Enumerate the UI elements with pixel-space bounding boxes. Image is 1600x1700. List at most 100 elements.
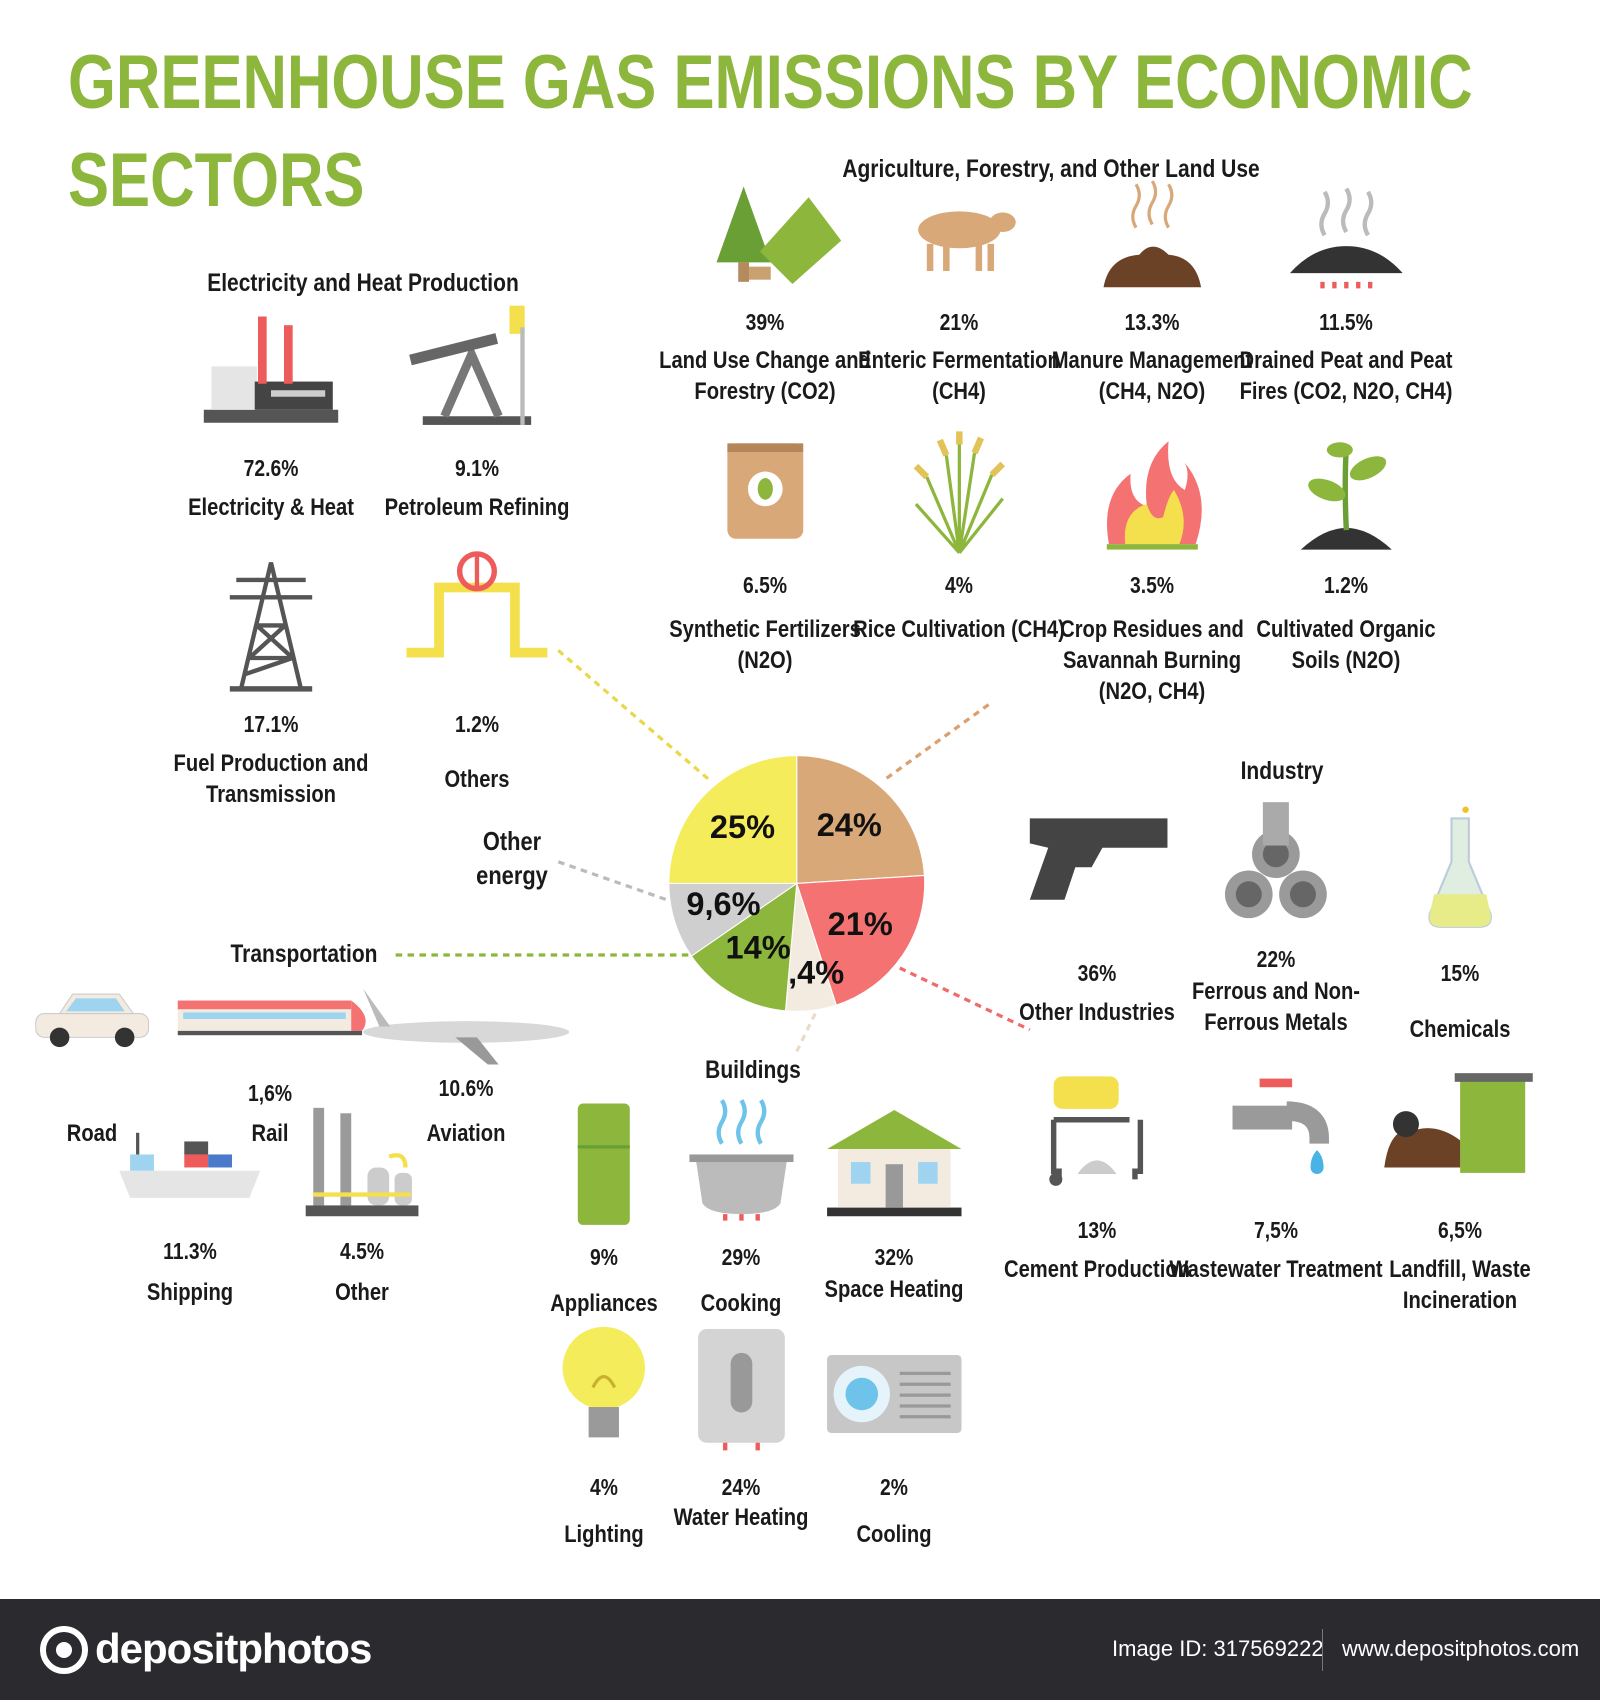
url: www.depositphotos.com — [1342, 1636, 1580, 1661]
icon-part — [759, 197, 842, 285]
icon-part — [1262, 841, 1289, 868]
section-header: Industry — [1240, 756, 1324, 785]
icon-part — [211, 366, 257, 410]
icon-part — [1029, 818, 1168, 900]
icon — [1049, 1076, 1144, 1186]
section-header: Transportation — [230, 939, 378, 968]
pie-slice — [690, 882, 798, 1012]
pie-slice — [796, 755, 925, 885]
icon-part — [66, 998, 125, 1012]
item-label: Cooling — [856, 1520, 932, 1548]
icon-part — [208, 1154, 232, 1168]
icon-part — [918, 1162, 938, 1184]
item-value: 21% — [939, 308, 979, 335]
icon-part — [184, 1141, 209, 1155]
item-label: Other Industries — [1019, 999, 1175, 1027]
icon-part — [730, 1352, 753, 1413]
item-label: Cement Production — [1004, 1256, 1190, 1284]
icon-part — [943, 243, 950, 271]
icon-part — [695, 1159, 787, 1215]
pie-slice — [668, 882, 799, 957]
icon-part — [689, 1154, 794, 1163]
icon-part — [284, 325, 293, 384]
icon-part — [1392, 1111, 1419, 1138]
icon-part — [723, 1442, 760, 1451]
icon-part — [1053, 1076, 1119, 1109]
item-label: Water Heating — [674, 1504, 809, 1532]
separator — [1322, 1629, 1323, 1671]
icon-part — [394, 1172, 412, 1206]
item-value: 4.5% — [340, 1237, 385, 1264]
section-header: Electricity and Heat Production — [207, 268, 519, 297]
icon — [1384, 1073, 1533, 1173]
footer: depositphotos Image ID: 317569222 www.de… — [0, 1599, 1600, 1700]
icon-part — [1460, 1080, 1526, 1173]
connector — [899, 966, 1031, 1032]
icon-part — [562, 1326, 645, 1410]
pie-label: 24% — [817, 807, 882, 843]
item-value: 13.3% — [1124, 308, 1180, 335]
logo: depositphotos — [95, 1625, 372, 1672]
item-value: 24% — [722, 1474, 761, 1501]
item-label: Cultivated Organic Soils (N2O) — [1256, 615, 1436, 674]
icon-part — [363, 1021, 570, 1043]
icon — [562, 1326, 645, 1438]
icon-part — [351, 1000, 366, 1031]
icon-part — [926, 243, 934, 271]
icon — [698, 1328, 785, 1451]
icon-part — [850, 1162, 871, 1184]
icon-part — [1131, 180, 1174, 229]
icon — [1106, 441, 1202, 550]
icon-part — [367, 1167, 390, 1206]
icon-part — [1049, 1172, 1063, 1186]
icon-part — [305, 1205, 419, 1217]
item-value: 1.2% — [454, 711, 499, 738]
icon-part — [177, 1000, 352, 1010]
item-value: 15% — [1440, 960, 1480, 987]
item-value: 2% — [880, 1474, 909, 1501]
item-value: 13% — [1077, 1217, 1117, 1244]
icon-part — [827, 1110, 962, 1150]
pie-label: 14% — [726, 929, 791, 965]
icon — [577, 1103, 630, 1225]
icon-part — [1286, 1101, 1329, 1144]
icon — [177, 1000, 366, 1036]
icon — [918, 211, 1016, 271]
icon — [119, 1132, 261, 1198]
icon-part — [738, 262, 750, 282]
icon-part — [119, 1170, 261, 1198]
icon-part — [409, 333, 499, 366]
icon-part — [591, 1375, 617, 1389]
item-value: 7,5% — [1253, 1217, 1298, 1244]
icon — [363, 988, 570, 1065]
icon — [203, 316, 339, 423]
icon-part — [422, 416, 532, 425]
item-label: Other — [335, 1278, 389, 1306]
item-value: 22% — [1256, 946, 1296, 973]
item-label: Lighting — [564, 1520, 644, 1548]
section-header: Other energy — [475, 825, 548, 890]
icon-part — [177, 1030, 363, 1036]
item-label: Petroleum Refining — [384, 494, 570, 522]
pie-label: 25% — [710, 809, 775, 845]
icon-part — [845, 1377, 879, 1411]
item-label: Space Heating — [824, 1275, 964, 1303]
icon-part — [184, 1154, 209, 1168]
item-label: Drained Peat and Peat Fires (CO2, N2O, C… — [1239, 346, 1453, 405]
icon-part — [229, 562, 313, 692]
icon — [406, 551, 548, 658]
icon-part — [130, 1154, 154, 1171]
item-label: Ferrous and Non-Ferrous Metals — [1191, 977, 1360, 1036]
connector — [882, 703, 990, 782]
item-label: Chemicals — [1409, 1015, 1511, 1043]
item-label: Synthetic Fertilizers (N2O) — [669, 615, 862, 674]
item-label: Crop Residues and Savannah Burning (N2O,… — [1060, 615, 1245, 705]
item-value: 10.6% — [438, 1075, 494, 1102]
icon-part — [727, 443, 804, 453]
item-label: Land Use Change and Forestry (CO2) — [659, 346, 872, 405]
connector — [557, 860, 668, 902]
icon-part — [1320, 281, 1373, 289]
